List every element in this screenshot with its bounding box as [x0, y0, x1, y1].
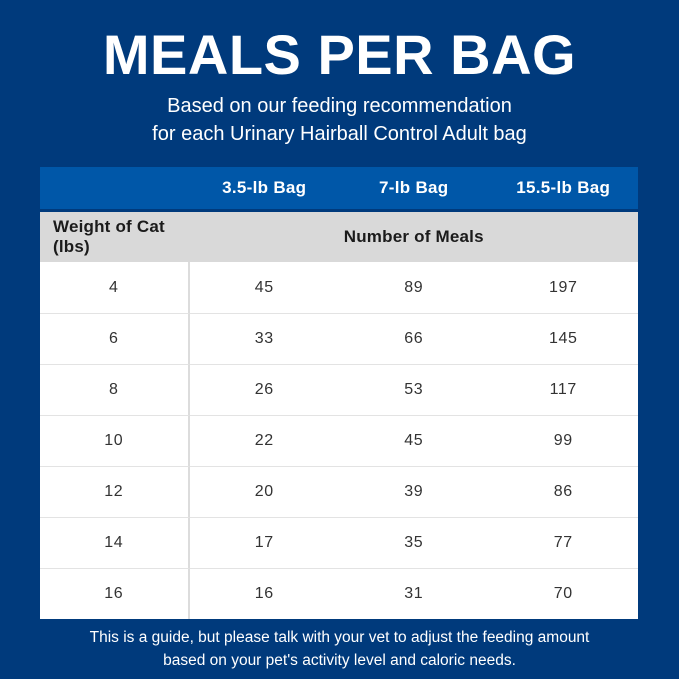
- bag-size-header-row: 3.5-lb Bag 7-lb Bag 15.5-lb Bag: [40, 167, 638, 209]
- weight-cell: 6: [40, 313, 190, 364]
- meals-cell: 77: [488, 517, 638, 568]
- bag-header-7-lb: 7-lb Bag: [379, 178, 449, 197]
- table-row: 16 16 31 70: [40, 568, 638, 619]
- meals-cell: 31: [339, 568, 489, 619]
- meals-cell: 66: [339, 313, 489, 364]
- table-row: 4 45 89 197: [40, 262, 638, 313]
- weight-cell: 8: [40, 364, 190, 415]
- footer-note: This is a guide, but please talk with yo…: [0, 626, 679, 672]
- weight-cell: 16: [40, 568, 190, 619]
- page-subtitle: Based on our feeding recommendation for …: [0, 92, 679, 148]
- weight-cell: 12: [40, 466, 190, 517]
- meals-cell: 89: [404, 278, 424, 296]
- table-body: 4 45 89 197 6 33 66 145 8 26 53 117 10 2…: [40, 262, 638, 619]
- table-row: 12 20 39 86: [40, 466, 638, 517]
- meals-cell: 22: [189, 415, 339, 466]
- meals-cell: 26: [189, 364, 339, 415]
- meals-cell: 20: [189, 466, 339, 517]
- bag-header-spacer: [40, 167, 190, 209]
- table-row: 6 33 66 145: [40, 313, 638, 364]
- meals-cell: 145: [488, 313, 638, 364]
- table-row: 8 26 53 117: [40, 364, 638, 415]
- meals-cell: 99: [488, 415, 638, 466]
- meals-cell: 17: [189, 517, 339, 568]
- number-of-meals-header: Number of Meals: [343, 227, 484, 246]
- meals-cell: 45: [339, 415, 489, 466]
- footer-line-2: based on your pet's activity level and c…: [163, 652, 516, 669]
- page-title: MEALS PER BAG: [102, 23, 577, 86]
- bag-header-3-5-lb: 3.5-lb Bag: [222, 178, 307, 197]
- meals-cell: 70: [488, 568, 638, 619]
- meals-cell: 117: [488, 364, 638, 415]
- meals-cell: 33: [189, 313, 339, 364]
- meals-cell: 35: [339, 517, 489, 568]
- meals-cell: 86: [488, 466, 638, 517]
- subtitle-line-1: Based on our feeding recommendation: [167, 95, 512, 117]
- meals-cell: 45: [254, 278, 274, 296]
- meals-cell: 53: [339, 364, 489, 415]
- footer-line-1: This is a guide, but please talk with yo…: [89, 629, 590, 646]
- meals-cell: 39: [339, 466, 489, 517]
- subtitle-line-2: for each Urinary Hairball Control Adult …: [152, 123, 527, 145]
- meals-cell: 16: [189, 568, 339, 619]
- weight-cell: 14: [40, 517, 190, 568]
- weight-cell: 4: [40, 262, 190, 313]
- table-row: 14 17 35 77: [40, 517, 638, 568]
- weight-column-header: Weight of Cat (lbs): [53, 217, 165, 256]
- weight-cell: 10: [40, 415, 190, 466]
- bag-header-15-5-lb: 15.5-lb Bag: [516, 178, 611, 197]
- meals-table: 3.5-lb Bag 7-lb Bag 15.5-lb Bag Weight o…: [40, 167, 638, 619]
- table-row: 10 22 45 99: [40, 415, 638, 466]
- meals-cell: 197: [549, 278, 578, 296]
- table-subheader-row: Weight of Cat (lbs) Number of Meals: [40, 212, 638, 262]
